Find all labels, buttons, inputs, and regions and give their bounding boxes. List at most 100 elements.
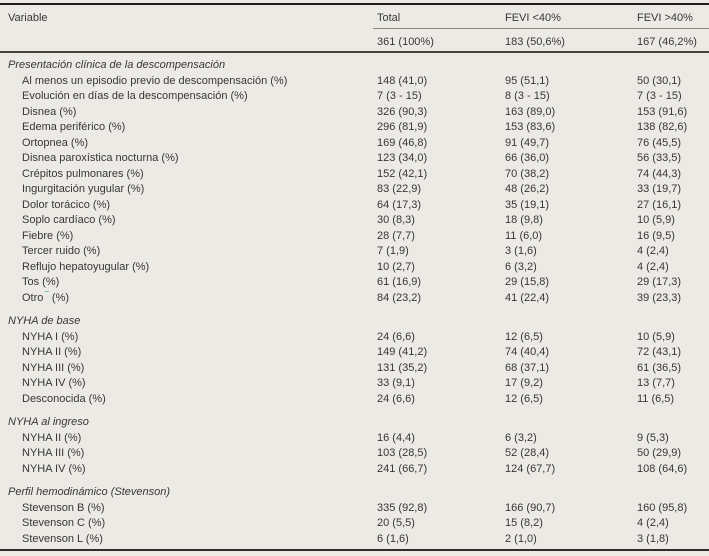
value-fevi-lt40: 70 (38,2) (505, 167, 550, 180)
table-row: NYHA III (%) 103 (28,5) 52 (28,4) 50 (29,9) (0, 446, 709, 462)
section-header-row: Presentación clínica de la descompensaci… (0, 58, 709, 74)
header-bottom-rule (0, 51, 709, 53)
row-label: Stevenson B (%) (22, 501, 105, 514)
row-label: NYHA III (%) (22, 447, 85, 459)
value-fevi-lt40: 6 (3,2) (505, 260, 537, 273)
section-header-row: NYHA al ingreso (0, 415, 709, 431)
value-fevi-gt40: 76 (45,5) (637, 136, 682, 149)
table-row: Reflujo hepatoyugular (%) 10 (2,7) 6 (3,2)… (0, 260, 709, 276)
table-row: Al menos un episodio previo de descompen… (0, 74, 709, 90)
value-total: 10 (2,7) (377, 260, 415, 273)
value-total: 24 (6,6) (377, 392, 415, 405)
row-label: Stevenson C (%) (22, 517, 106, 529)
table-body: Presentación clínica de la descompensaci… (0, 58, 709, 547)
row-label: NYHA I (%) (22, 330, 79, 343)
column-header-fevi-lt40: FEVI <40% (505, 12, 561, 24)
value-fevi-lt40: 6 (3,2) (505, 431, 537, 444)
value-total: 20 (5,5) (377, 517, 415, 529)
table-row: Disnea (%) 326 (90,3) 163 (89,0) 153 (91,6) (0, 105, 709, 121)
value-fevi-lt40: 15 (8,2) (505, 517, 543, 529)
totals-total: 361 (100%) (377, 36, 434, 48)
value-fevi-gt40: 10 (5,9) (637, 330, 675, 343)
row-label: NYHA III (%) (22, 361, 85, 374)
row-label: Otroa (%) (0, 291, 377, 307)
value-fevi-lt40: 166 (90,7) (505, 501, 556, 514)
value-fevi-lt40: 163 (89,0) (505, 105, 556, 118)
value-fevi-lt40: 12 (6,5) (505, 330, 543, 343)
value-total: 7 (3 - 15) (377, 90, 422, 102)
value-total: 28 (7,7) (377, 229, 415, 242)
value-total: 24 (6,6) (377, 330, 415, 343)
value-total: 326 (90,3) (377, 105, 428, 118)
footnote-marker: a (44, 291, 48, 294)
totals-row-spacer (0, 35, 377, 50)
row-label: Tercer ruido (%) (22, 245, 101, 257)
value-fevi-gt40: 9 (5,3) (637, 431, 669, 444)
value-total: 131 (35,2) (377, 361, 428, 374)
value-fevi-lt40: 91 (49,7) (505, 136, 550, 149)
value-fevi-lt40: 68 (37,1) (505, 361, 550, 374)
value-fevi-gt40: 16 (9,5) (637, 229, 675, 242)
table-row: NYHA IV (%) 241 (66,7) 124 (67,7) 108 (64,6… (0, 462, 709, 478)
row-label: Disnea paroxística nocturna (%) (22, 152, 179, 164)
row-label: Al menos un episodio previo de descompen… (22, 74, 288, 87)
value-total: 33 (9,1) (377, 377, 415, 389)
column-header-fevi-gt40: FEVI >40% (637, 12, 693, 24)
table-row: Fiebre (%) 28 (7,7) 11 (6,0) 16 (9,5) (0, 229, 709, 245)
value-fevi-gt40: 56 (33,5) (637, 152, 682, 164)
table-row: Edema periférico (%) 296 (81,9) 153 (83,6)… (0, 120, 709, 136)
value-total: 83 (22,9) (377, 183, 422, 195)
value-fevi-gt40: 108 (64,6) (637, 462, 688, 475)
value-fevi-gt40: 4 (2,4) (637, 260, 669, 273)
table-top-rule (0, 3, 709, 5)
value-fevi-gt40: 50 (29,9) (637, 447, 682, 459)
section-header-row: NYHA de base (0, 314, 709, 330)
totals-fevi-lt40: 183 (50,6%) (505, 36, 565, 48)
column-header-variable: Variable (8, 12, 48, 24)
column-header-total: Total (377, 12, 401, 24)
section-header-label: Presentación clínica de la descompensaci… (8, 59, 226, 71)
table-row: Desconocida (%) 24 (6,6) 12 (6,5) 11 (6,5) (0, 392, 709, 408)
value-total: 241 (66,7) (377, 462, 428, 475)
value-fevi-gt40: 10 (5,9) (637, 214, 675, 226)
value-total: 123 (34,0) (377, 152, 428, 164)
totals-fevi-gt40: 167 (46,2%) (637, 36, 697, 48)
table-row: Crépitos pulmonares (%) 152 (42,1) 70 (38,… (0, 167, 709, 183)
value-fevi-gt40: 3 (1,8) (637, 532, 669, 545)
table-row: NYHA II (%) 149 (41,2) 74 (40,4) 72 (43,1) (0, 345, 709, 361)
value-fevi-lt40: 35 (19,1) (505, 198, 550, 211)
table-header-row: Variable Total FEVI <40% FEVI >40% (0, 5, 709, 26)
value-fevi-lt40: 8 (3 - 15) (505, 90, 550, 102)
value-fevi-gt40: 27 (16,1) (637, 198, 682, 211)
value-fevi-lt40: 17 (9,2) (505, 377, 543, 389)
value-fevi-gt40: 29 (17,3) (637, 276, 682, 288)
section-header-label: NYHA de base (8, 315, 81, 327)
row-label: Disnea (%) (22, 105, 77, 118)
value-fevi-lt40: 29 (15,8) (505, 276, 550, 288)
row-label: Ortopnea (%) (22, 136, 89, 149)
totals-row: 361 (100%) 183 (50,6%) 167 (46,2%) (0, 29, 709, 50)
value-total: 30 (8,3) (377, 214, 415, 226)
row-label: NYHA IV (%) (22, 462, 86, 475)
header-sub-rule (373, 28, 709, 29)
table-row: Dolor torácico (%) 64 (17,3) 35 (19,1) 27 (… (0, 198, 709, 214)
value-fevi-lt40: 3 (1,6) (505, 245, 537, 257)
value-total: 16 (4,4) (377, 431, 415, 444)
value-fevi-lt40: 41 (22,4) (505, 291, 550, 304)
value-total: 61 (16,9) (377, 276, 422, 288)
value-fevi-gt40: 61 (36,5) (637, 361, 682, 374)
table-row: Stevenson C (%) 20 (5,5) 15 (8,2) 4 (2,4) (0, 516, 709, 532)
row-label: Ingurgitación yugular (%) (22, 183, 145, 195)
section-header-row: Perfil hemodinámico (Stevenson) (0, 485, 709, 501)
table-row: Ortopnea (%) 169 (46,8) 91 (49,7) 76 (45,5) (0, 136, 709, 152)
value-fevi-gt40: 39 (23,3) (637, 291, 682, 304)
value-fevi-lt40: 48 (26,2) (505, 183, 550, 195)
row-label: Dolor torácico (%) (22, 198, 111, 211)
value-fevi-lt40: 18 (9,8) (505, 214, 543, 226)
table-row: Soplo cardíaco (%) 30 (8,3) 18 (9,8) 10 (5,… (0, 213, 709, 229)
row-label: NYHA IV (%) (22, 377, 86, 389)
value-total: 152 (42,1) (377, 167, 428, 180)
value-fevi-gt40: 50 (30,1) (637, 74, 682, 87)
value-total: 84 (23,2) (377, 291, 422, 304)
